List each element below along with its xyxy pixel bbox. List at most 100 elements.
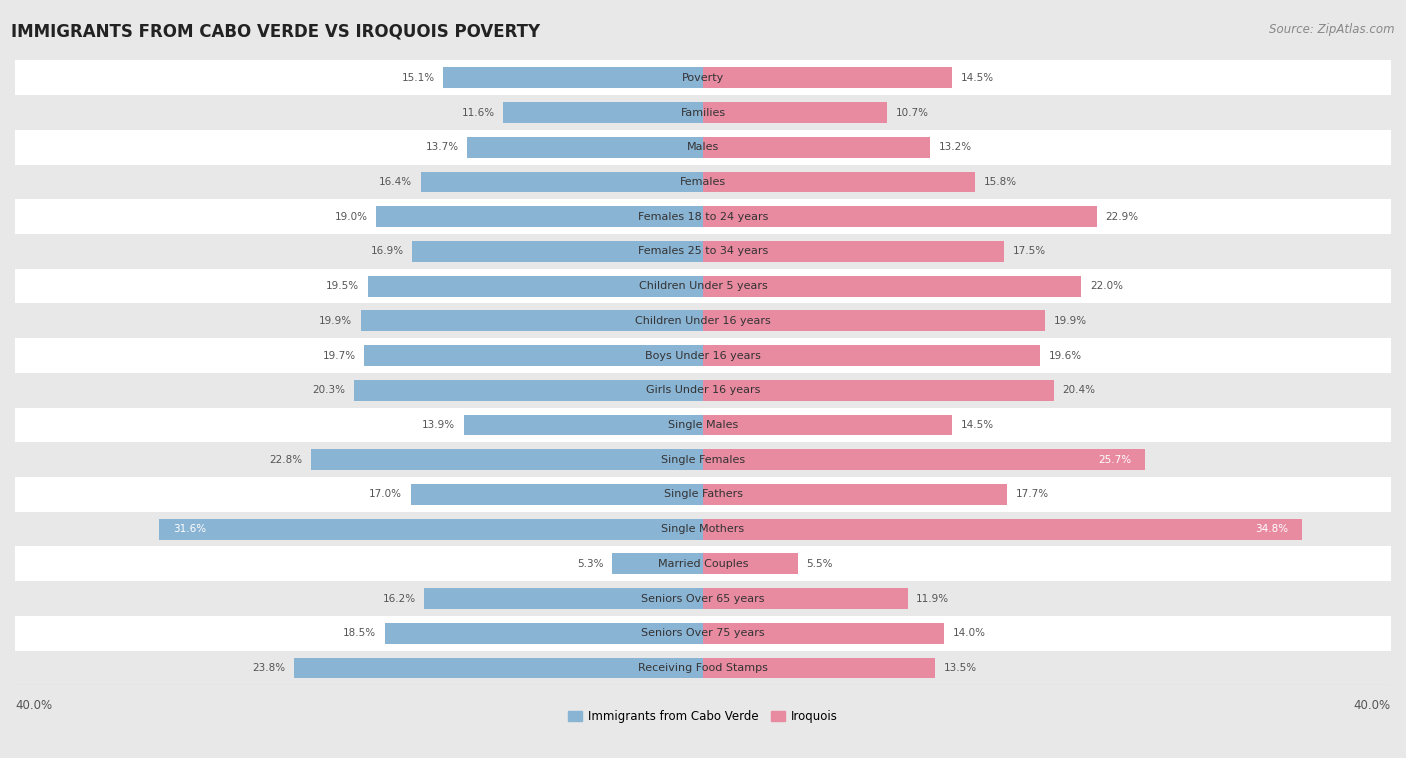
Bar (412, 241, 703, 262)
Text: 13.2%: 13.2% (939, 143, 972, 152)
Text: 19.9%: 19.9% (319, 316, 352, 326)
Text: Children Under 5 years: Children Under 5 years (638, 281, 768, 291)
Bar (703, 276, 1081, 296)
Text: 20.4%: 20.4% (1063, 385, 1095, 395)
Bar (703, 415, 952, 435)
Text: 19.0%: 19.0% (335, 211, 367, 221)
Bar (15, 269, 1391, 303)
Bar (703, 171, 974, 193)
Bar (464, 415, 703, 435)
Text: IMMIGRANTS FROM CABO VERDE VS IROQUOIS POVERTY: IMMIGRANTS FROM CABO VERDE VS IROQUOIS P… (11, 23, 540, 41)
Text: 40.0%: 40.0% (15, 699, 52, 713)
Text: Girls Under 16 years: Girls Under 16 years (645, 385, 761, 395)
Text: Single Males: Single Males (668, 420, 738, 430)
Text: 14.0%: 14.0% (952, 628, 986, 638)
Bar (294, 657, 703, 678)
Bar (425, 588, 703, 609)
Bar (15, 581, 1391, 616)
Bar (15, 443, 1391, 477)
Text: Poverty: Poverty (682, 73, 724, 83)
Bar (15, 338, 1391, 373)
Text: 25.7%: 25.7% (1098, 455, 1132, 465)
Text: Receiving Food Stamps: Receiving Food Stamps (638, 663, 768, 673)
Bar (703, 484, 1008, 505)
Text: Females: Females (681, 177, 725, 187)
Text: 5.3%: 5.3% (576, 559, 603, 568)
Text: 13.9%: 13.9% (422, 420, 456, 430)
Text: 15.1%: 15.1% (402, 73, 434, 83)
Text: Single Mothers: Single Mothers (661, 524, 745, 534)
Text: 13.5%: 13.5% (943, 663, 977, 673)
Text: 19.7%: 19.7% (322, 350, 356, 361)
Text: 17.5%: 17.5% (1012, 246, 1046, 256)
Bar (703, 206, 1097, 227)
Bar (385, 623, 703, 644)
Bar (703, 102, 887, 123)
Text: 31.6%: 31.6% (173, 524, 207, 534)
Bar (159, 518, 703, 540)
Bar (364, 345, 703, 366)
Bar (703, 241, 1004, 262)
Bar (15, 512, 1391, 547)
Text: 16.4%: 16.4% (380, 177, 412, 187)
Bar (703, 380, 1054, 401)
Text: 14.5%: 14.5% (960, 420, 994, 430)
Text: 18.5%: 18.5% (343, 628, 377, 638)
Bar (703, 553, 797, 575)
Bar (420, 171, 703, 193)
Bar (15, 477, 1391, 512)
Text: Married Couples: Married Couples (658, 559, 748, 568)
Text: 14.5%: 14.5% (960, 73, 994, 83)
Bar (15, 61, 1391, 96)
Bar (703, 311, 1045, 331)
Text: Males: Males (688, 143, 718, 152)
Text: 19.9%: 19.9% (1054, 316, 1087, 326)
Bar (703, 518, 1302, 540)
Bar (15, 164, 1391, 199)
Bar (15, 373, 1391, 408)
Text: 22.0%: 22.0% (1090, 281, 1123, 291)
Bar (703, 449, 1144, 470)
Bar (367, 276, 703, 296)
Text: 22.9%: 22.9% (1105, 211, 1139, 221)
Text: 10.7%: 10.7% (896, 108, 928, 117)
Text: 16.2%: 16.2% (382, 594, 416, 603)
Text: Seniors Over 65 years: Seniors Over 65 years (641, 594, 765, 603)
Text: Single Fathers: Single Fathers (664, 490, 742, 500)
Text: 17.0%: 17.0% (368, 490, 402, 500)
Text: 19.5%: 19.5% (326, 281, 359, 291)
Bar (15, 650, 1391, 685)
Bar (15, 234, 1391, 269)
Text: 22.8%: 22.8% (269, 455, 302, 465)
Text: Seniors Over 75 years: Seniors Over 75 years (641, 628, 765, 638)
Bar (377, 206, 703, 227)
Bar (703, 623, 943, 644)
Bar (703, 657, 935, 678)
Bar (612, 553, 703, 575)
Bar (703, 588, 908, 609)
Bar (503, 102, 703, 123)
Text: Females 18 to 24 years: Females 18 to 24 years (638, 211, 768, 221)
Bar (15, 96, 1391, 130)
Text: Families: Families (681, 108, 725, 117)
Bar (443, 67, 703, 88)
Text: 34.8%: 34.8% (1254, 524, 1288, 534)
Text: Females 25 to 34 years: Females 25 to 34 years (638, 246, 768, 256)
Bar (311, 449, 703, 470)
Legend: Immigrants from Cabo Verde, Iroquois: Immigrants from Cabo Verde, Iroquois (568, 710, 838, 723)
Text: 19.6%: 19.6% (1049, 350, 1081, 361)
Text: Single Females: Single Females (661, 455, 745, 465)
Text: 17.7%: 17.7% (1017, 490, 1049, 500)
Bar (15, 130, 1391, 164)
Bar (467, 137, 703, 158)
Text: 13.7%: 13.7% (426, 143, 458, 152)
Bar (15, 303, 1391, 338)
Text: 20.3%: 20.3% (312, 385, 346, 395)
Text: 40.0%: 40.0% (1354, 699, 1391, 713)
Text: 16.9%: 16.9% (371, 246, 404, 256)
Bar (703, 67, 952, 88)
Text: Boys Under 16 years: Boys Under 16 years (645, 350, 761, 361)
Text: 5.5%: 5.5% (806, 559, 832, 568)
Bar (15, 547, 1391, 581)
Text: 11.9%: 11.9% (917, 594, 949, 603)
